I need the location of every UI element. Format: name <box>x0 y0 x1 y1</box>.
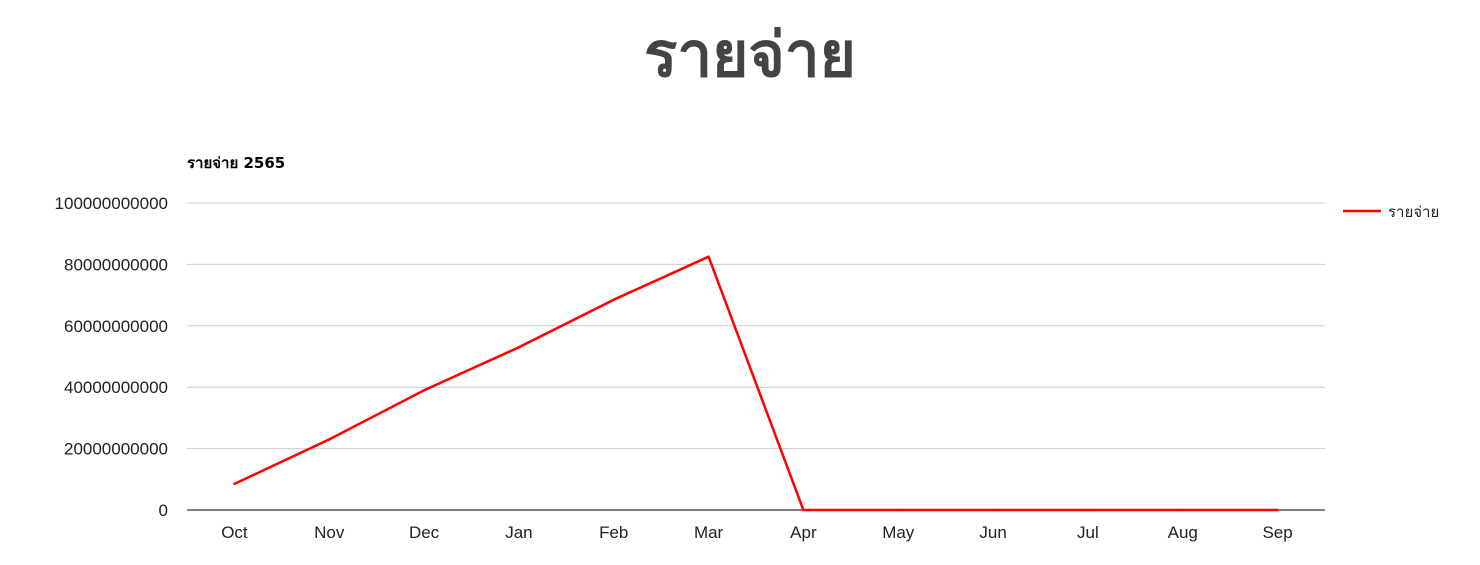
x-tick-label: Apr <box>790 523 817 542</box>
chart-title: รายจ่าย 2565 <box>187 154 285 172</box>
series-lines <box>233 255 1279 512</box>
y-axis-ticks: 0 20000000000 40000000000 60000000000 800000… <box>55 194 168 520</box>
data-point[interactable] <box>991 508 995 512</box>
x-tick-label: Jan <box>505 523 532 542</box>
x-tick-label: Dec <box>409 523 440 542</box>
data-point[interactable] <box>707 255 710 258</box>
data-point[interactable] <box>612 298 615 301</box>
x-tick-label: Sep <box>1262 523 1292 542</box>
data-point[interactable] <box>517 346 521 349</box>
y-tick-label: 40000000000 <box>64 378 168 397</box>
y-tick-label: 100000000000 <box>55 194 168 213</box>
y-tick-label: 80000000000 <box>64 255 168 274</box>
data-point[interactable] <box>1086 508 1090 512</box>
y-tick-label: 0 <box>159 501 168 520</box>
page-title: รายจ่าย <box>644 18 856 91</box>
y-tick-label: 60000000000 <box>64 317 168 336</box>
data-point[interactable] <box>897 508 900 512</box>
gridlines <box>187 202 1325 511</box>
data-point[interactable] <box>1181 508 1184 512</box>
y-tick-label: 20000000000 <box>64 440 168 459</box>
x-tick-label: Mar <box>694 523 724 542</box>
legend-label: รายจ่าย <box>1388 203 1439 221</box>
data-point[interactable] <box>328 438 331 441</box>
x-tick-label: Jul <box>1077 523 1099 542</box>
data-point[interactable] <box>802 508 805 512</box>
x-tick-label: Oct <box>221 523 248 542</box>
x-tick-label: Aug <box>1168 523 1198 542</box>
x-tick-label: Jun <box>979 523 1006 542</box>
data-point[interactable] <box>1276 508 1279 512</box>
legend[interactable]: รายจ่าย <box>1343 203 1439 221</box>
x-tick-label: Nov <box>314 523 345 542</box>
data-point[interactable] <box>422 389 426 392</box>
x-axis-ticks: Oct Nov Dec Jan Feb Mar Apr May Jun Jul Aug Sep <box>221 523 1293 542</box>
data-point[interactable] <box>233 482 236 486</box>
series-line[interactable] <box>233 255 1278 512</box>
x-tick-label: May <box>882 523 915 542</box>
x-tick-label: Feb <box>599 523 628 542</box>
